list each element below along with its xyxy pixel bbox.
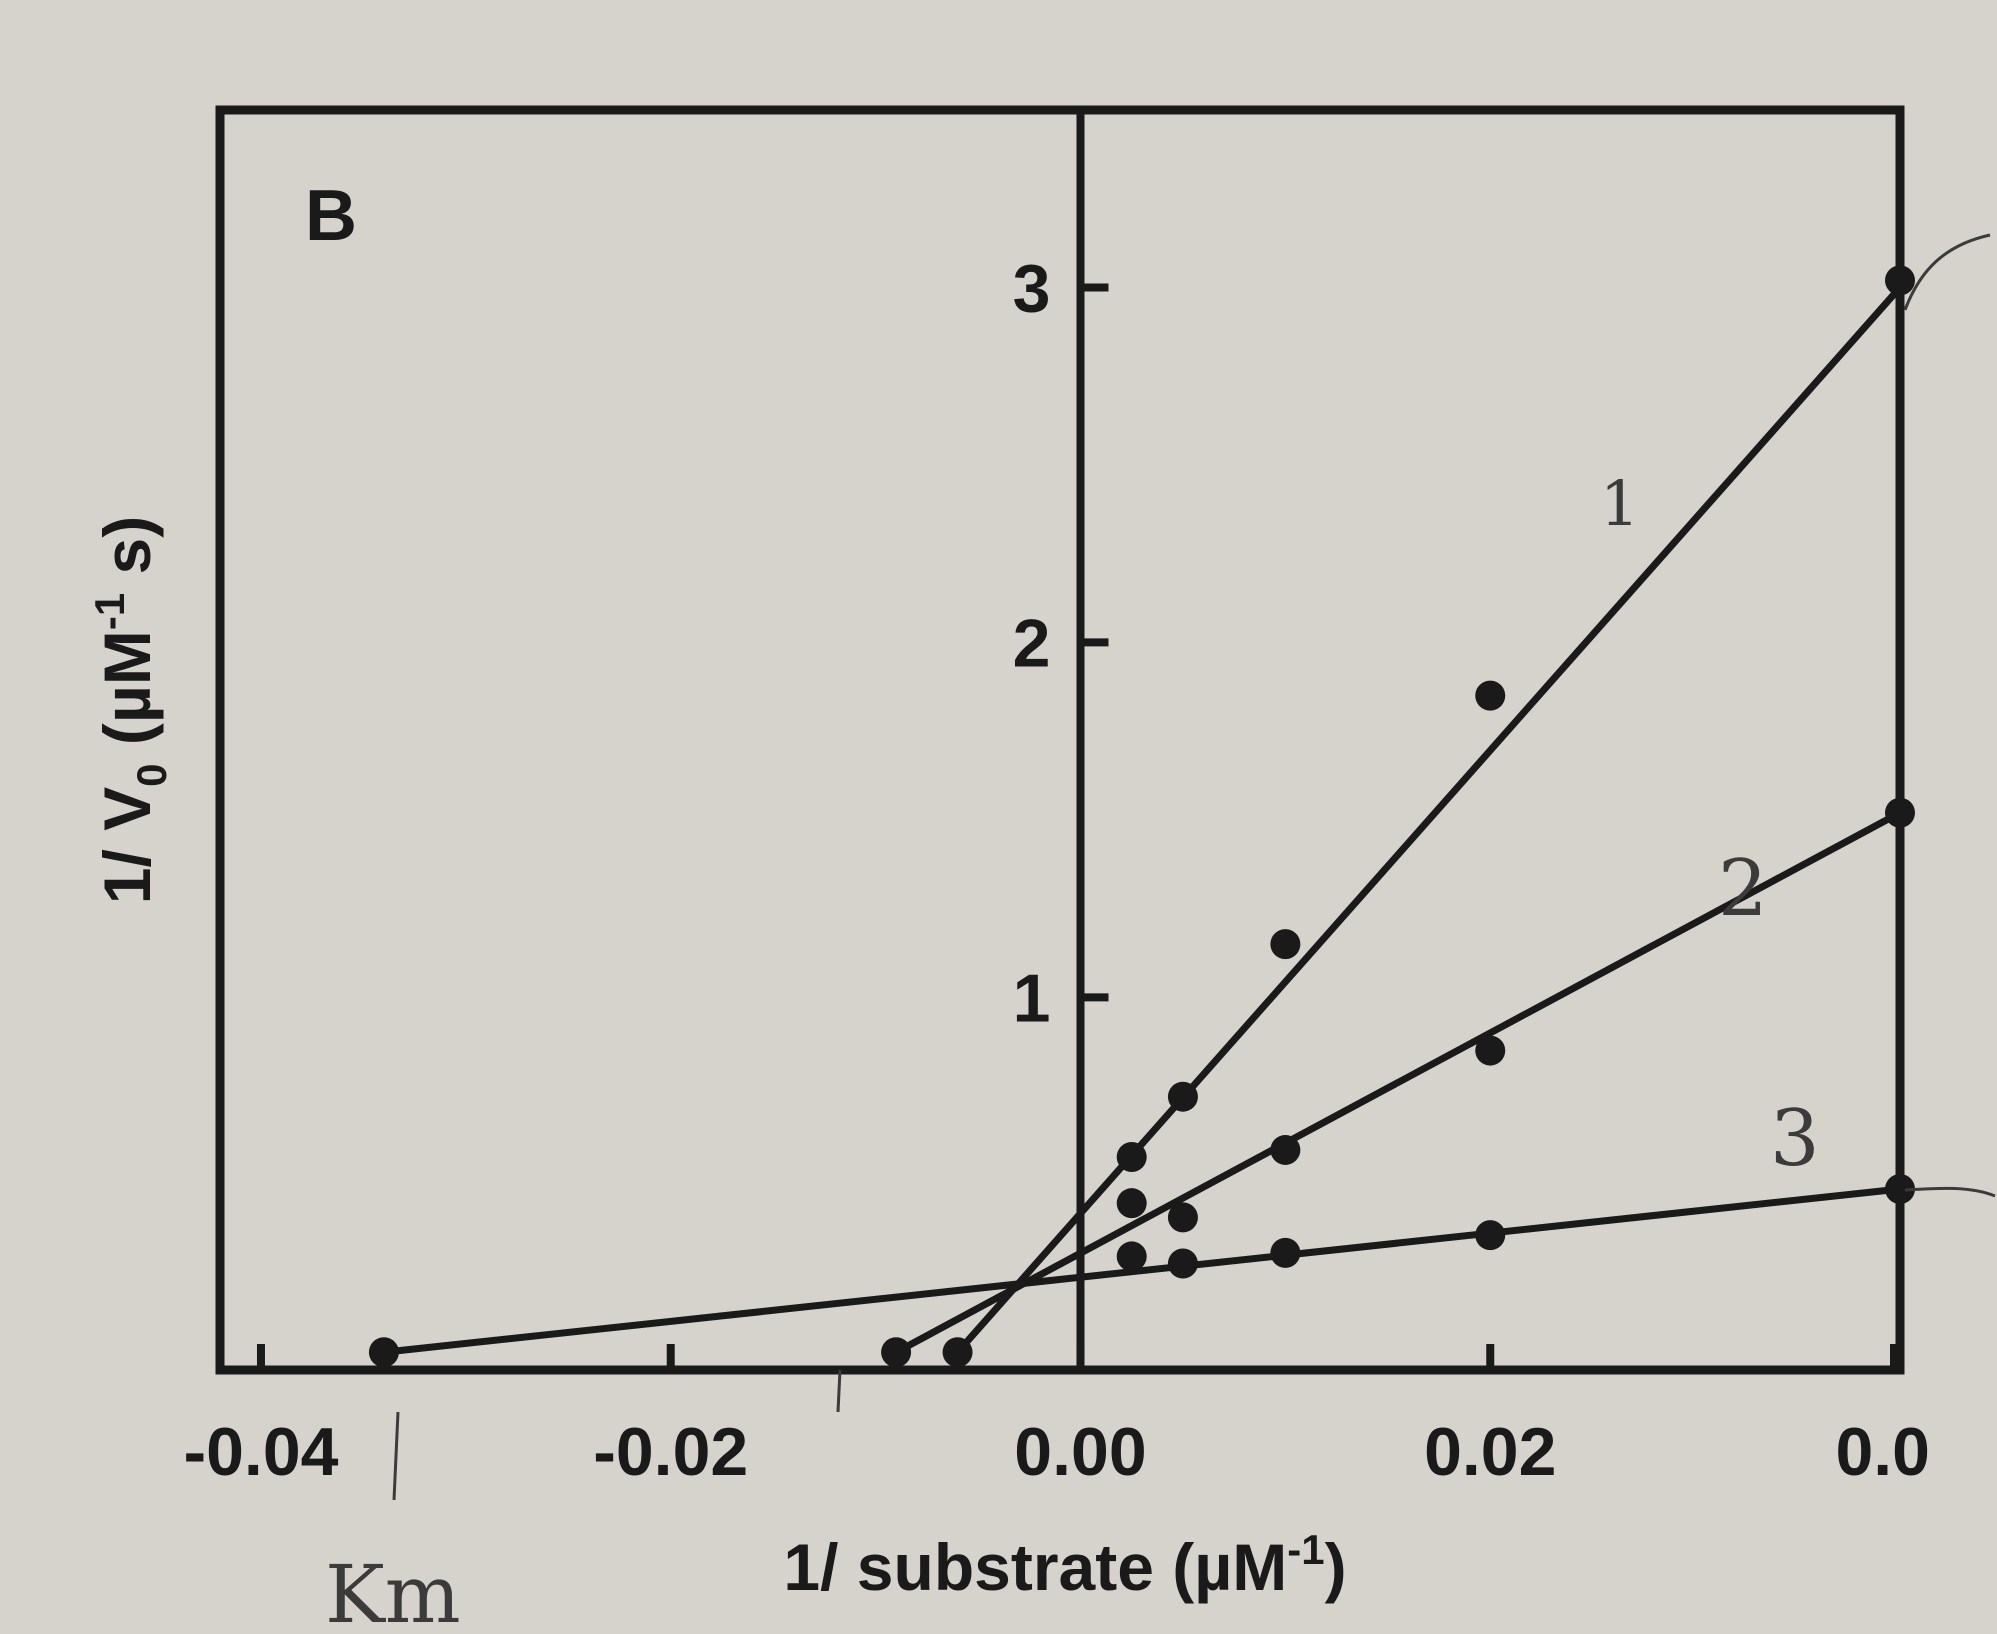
handwritten-km-mark bbox=[392, 1411, 400, 1501]
x-tick-label: -0.02 bbox=[593, 1414, 748, 1490]
data-point-series-1 bbox=[1885, 265, 1915, 296]
y-tick-label: 2 bbox=[1013, 605, 1051, 681]
data-point-series-2 bbox=[1270, 1134, 1301, 1165]
data-point-series-2 bbox=[1167, 1202, 1198, 1233]
data-point-series-1 bbox=[1270, 929, 1301, 960]
data-point-series-3 bbox=[1270, 1237, 1301, 1268]
x-tick-label: -0.04 bbox=[183, 1414, 338, 1490]
handwritten-km-note: Km bbox=[325, 1548, 461, 1629]
x-tick-label: 0.00 bbox=[1014, 1414, 1146, 1490]
data-point-series-2 bbox=[1885, 797, 1915, 828]
data-point-series-3 bbox=[1885, 1173, 1915, 1204]
data-point-series-2 bbox=[1116, 1188, 1147, 1219]
data-point-series-1 bbox=[1167, 1081, 1198, 1112]
y-axis-title: 1/ V0 (µM-1 s) bbox=[86, 516, 175, 904]
fit-line-series-1 bbox=[954, 283, 1904, 1356]
data-point-series-1 bbox=[1475, 680, 1506, 711]
data-point-series-3 bbox=[1475, 1220, 1506, 1251]
fit-line-series-2 bbox=[892, 809, 1904, 1356]
x-tick-label: 0.0 bbox=[1835, 1414, 1930, 1490]
data-point-series-2 bbox=[1475, 1035, 1506, 1066]
y-axis-ticks: 1 2 3 bbox=[1013, 250, 1109, 1036]
handwritten-line-3-extension bbox=[1904, 1186, 1996, 1198]
handwritten-series-label-1: 1 bbox=[1600, 467, 1639, 540]
x-intercept-point-series-1 bbox=[942, 1337, 973, 1368]
handwritten-intercept-mark bbox=[836, 1369, 842, 1413]
x-intercept-point-series-2 bbox=[881, 1337, 912, 1368]
data-point-series-3 bbox=[1116, 1241, 1147, 1272]
x-axis-ticks: -0.04 -0.02 0.00 0.02 0.0 bbox=[183, 1344, 1930, 1490]
handwritten-series-label-3: 3 bbox=[1770, 1094, 1820, 1184]
handwritten-line-1-extension bbox=[1903, 233, 1991, 311]
fit-line-series-3 bbox=[380, 1185, 1904, 1356]
data-point-series-1 bbox=[1116, 1142, 1147, 1173]
handwritten-series-label-2: 2 bbox=[1718, 844, 1768, 934]
x-intercept-point-series-3 bbox=[368, 1337, 399, 1368]
data-point-series-3 bbox=[1167, 1248, 1198, 1279]
x-tick-label: 0.02 bbox=[1424, 1414, 1556, 1490]
fit-lines bbox=[380, 283, 1904, 1356]
plot-frame bbox=[215, 105, 1905, 1375]
panel-label: B bbox=[305, 176, 357, 256]
y-tick-label: 1 bbox=[1013, 960, 1051, 1036]
x-axis-title: 1/ substrate (µM-1) bbox=[783, 1526, 1346, 1604]
y-tick-label: 3 bbox=[1013, 250, 1051, 326]
data-points bbox=[368, 265, 1915, 1368]
